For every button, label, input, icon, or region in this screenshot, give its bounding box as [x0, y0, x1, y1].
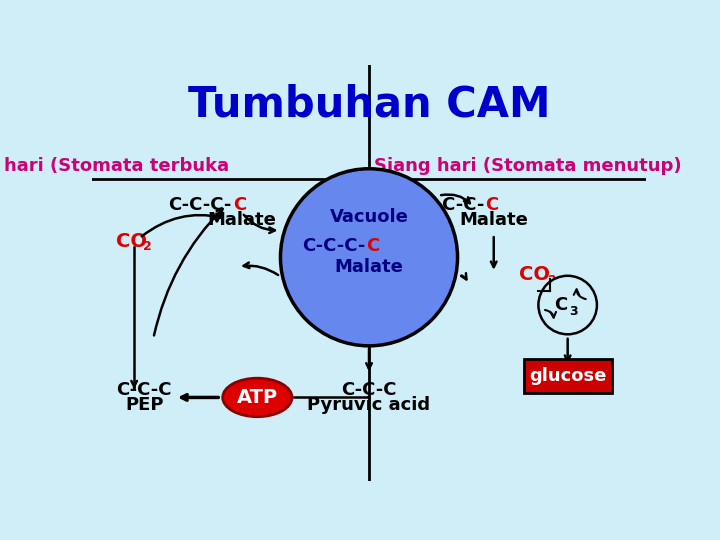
Circle shape: [281, 168, 457, 346]
Text: Tumbuhan CAM: Tumbuhan CAM: [188, 84, 550, 126]
Text: ATP: ATP: [237, 388, 278, 407]
Text: 2: 2: [143, 240, 152, 253]
Text: Malate: Malate: [335, 258, 403, 275]
Text: glucose: glucose: [529, 367, 606, 385]
Text: CO: CO: [117, 232, 148, 252]
Text: Pyruvic acid: Pyruvic acid: [307, 396, 431, 414]
Text: C-C-C-: C-C-C-: [168, 196, 232, 214]
Ellipse shape: [222, 378, 292, 417]
Text: Vacuole: Vacuole: [330, 208, 408, 226]
Text: Siang hari (Stomata menutup): Siang hari (Stomata menutup): [374, 158, 681, 176]
Text: C: C: [485, 196, 498, 214]
Text: C-C-C: C-C-C: [117, 381, 172, 399]
Text: PEP: PEP: [125, 396, 163, 414]
Text: CO: CO: [519, 265, 550, 284]
FancyBboxPatch shape: [523, 359, 611, 393]
Text: Malate: Malate: [459, 211, 528, 230]
Text: C: C: [554, 296, 567, 314]
Text: 3: 3: [570, 305, 578, 318]
Text: 2: 2: [548, 274, 557, 287]
Text: C: C: [233, 196, 246, 214]
Text: C-C-C-: C-C-C-: [421, 196, 485, 214]
Text: Malam hari (Stomata terbuka: Malam hari (Stomata terbuka: [0, 158, 229, 176]
Circle shape: [539, 276, 597, 334]
Text: Malate: Malate: [207, 211, 276, 230]
Text: C: C: [366, 237, 379, 255]
Text: C-C-C: C-C-C: [341, 381, 397, 399]
Text: C-C-C-: C-C-C-: [302, 237, 366, 255]
